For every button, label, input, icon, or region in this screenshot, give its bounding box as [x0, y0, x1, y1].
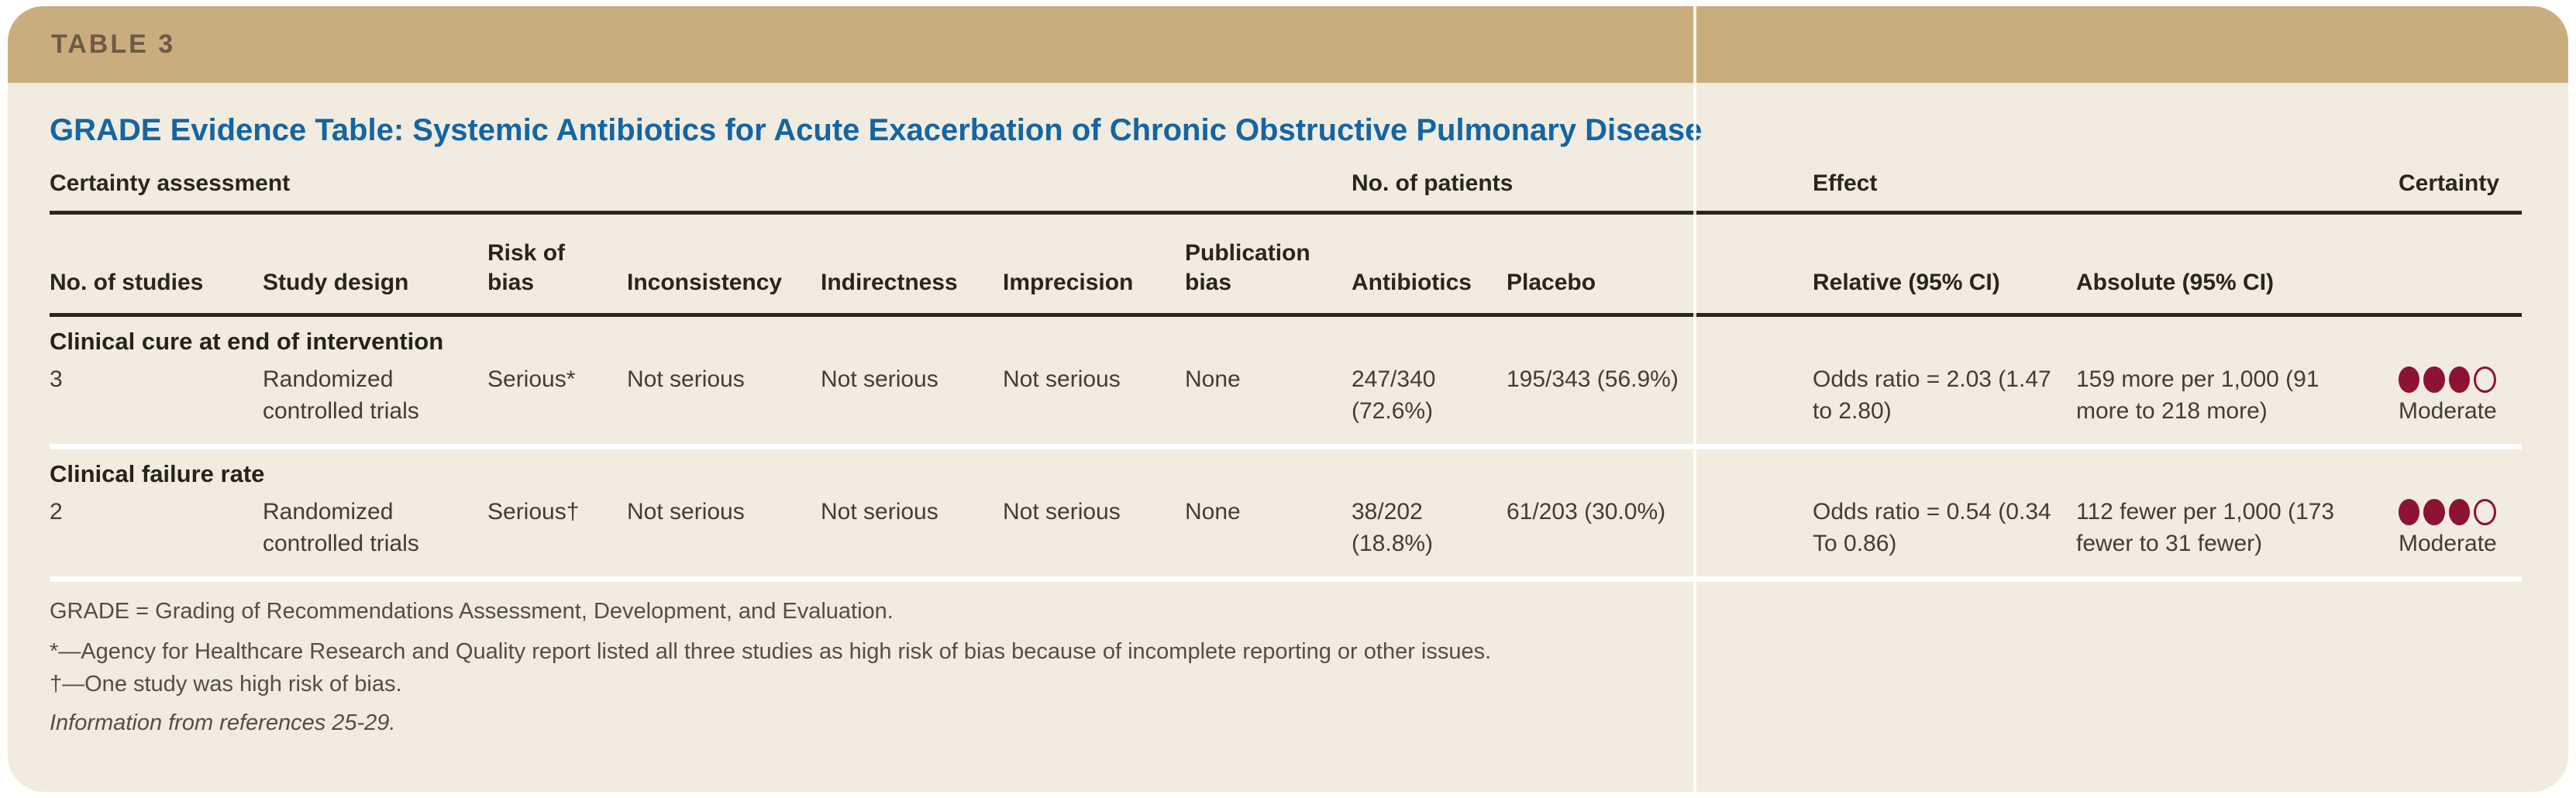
row-separator: [50, 444, 2522, 449]
footnotes: GRADE = Grading of Recommendations Asses…: [50, 582, 2526, 737]
certainty-label: Moderate: [2399, 398, 2497, 424]
cell-relative-ci: Odds ratio = 0.54 (0.34 To 0.86): [1813, 499, 2051, 556]
cell-certainty: Moderate: [2386, 496, 2522, 559]
certainty-dot-filled: [2423, 498, 2445, 525]
col-header-certainty-empty: [2386, 298, 2522, 313]
cell-certainty: Moderate: [2386, 363, 2522, 427]
footnote-asterisk: *—Agency for Healthcare Research and Qua…: [50, 639, 1492, 664]
cell-antibiotics: 247/340 (72.6%): [1352, 366, 1436, 424]
footnote-abbreviation: GRADE = Grading of Recommendations Asses…: [50, 599, 894, 624]
cell-no-of-studies: 3: [50, 366, 63, 392]
cell-publication-bias: None: [1185, 499, 1241, 525]
col-header-placebo: Placebo: [1507, 270, 1596, 295]
table-number-label: TABLE 3: [51, 29, 176, 59]
certainty-label: Moderate: [2399, 531, 2497, 556]
table-banner: TABLE 3: [8, 6, 2568, 83]
table-title: GRADE Evidence Table: Systemic Antibioti…: [50, 113, 1703, 147]
cell-indirectness: Not serious: [821, 366, 938, 392]
col-header-antibiotics: Antibiotics: [1352, 270, 1472, 295]
cell-antibiotics: 38/202 (18.8%): [1352, 499, 1434, 556]
horizontal-rule-top: [50, 211, 2522, 215]
group-header-certainty: Certainty: [2399, 170, 2500, 196]
cell-study-design: Randomized controlled trials: [263, 366, 419, 424]
certainty-dot-filled: [2399, 498, 2420, 525]
table-content: GRADE Evidence Table: Systemic Antibioti…: [8, 112, 2568, 737]
cell-relative-ci: Odds ratio = 2.03 (1.47 to 2.80): [1813, 366, 2051, 424]
footnote-source: Information from references 25-29.: [50, 710, 396, 735]
cell-inconsistency: Not serious: [627, 499, 745, 525]
group-header-certainty-assessment: Certainty assessment: [50, 170, 291, 196]
cell-risk-of-bias: Serious†: [487, 499, 580, 525]
cell-imprecision: Not serious: [1003, 499, 1121, 525]
table-row: 2 Randomized controlled trials Serious† …: [50, 494, 2522, 572]
col-header-relative-ci: Relative (95% CI): [1813, 270, 2000, 295]
certainty-dot-open: [2474, 498, 2497, 525]
col-header-study-design: Study design: [263, 270, 409, 295]
cell-placebo: 61/203 (30.0%): [1507, 499, 1666, 525]
section-label-clinical-cure: Clinical cure at end of intervention: [50, 328, 444, 355]
cell-inconsistency: Not serious: [627, 366, 745, 392]
cell-risk-of-bias: Serious*: [487, 366, 576, 392]
row-separator: [50, 576, 2522, 582]
certainty-dot-filled: [2399, 366, 2420, 393]
table-row: 3 Randomized controlled trials Serious* …: [50, 362, 2522, 439]
table-card: TABLE 3 GRADE Evidence Table: Systemic A…: [8, 6, 2568, 792]
column-gutter-line: [1693, 6, 1696, 792]
cell-imprecision: Not serious: [1003, 366, 1121, 392]
cell-placebo: 195/343 (56.9%): [1507, 366, 1679, 392]
cell-publication-bias: None: [1185, 366, 1241, 392]
cell-absolute-ci: 159 more per 1,000 (91 more to 218 more): [2076, 366, 2319, 424]
group-header-effect: Effect: [1813, 170, 1878, 196]
group-header-row: Certainty assessment No. of patients Eff…: [50, 149, 2522, 211]
certainty-dot-filled: [2423, 366, 2445, 393]
horizontal-rule-header: [50, 313, 2522, 317]
footnote-dagger: †—One study was high risk of bias.: [50, 672, 402, 697]
cell-absolute-ci: 112 fewer per 1,000 (173 fewer to 31 few…: [2076, 499, 2335, 556]
cell-study-design: Randomized controlled trials: [263, 499, 419, 556]
certainty-dot-filled: [2448, 366, 2471, 393]
column-header-row: No. of studies Study design Risk of bias…: [50, 215, 2522, 313]
col-header-publication-bias: Publication bias: [1185, 240, 1310, 295]
col-header-inconsistency: Inconsistency: [627, 270, 783, 295]
certainty-dot-filled: [2448, 498, 2471, 525]
certainty-dots-icon: [2399, 496, 2500, 528]
col-header-imprecision: Imprecision: [1003, 270, 1134, 295]
section-label-clinical-failure: Clinical failure rate: [50, 460, 265, 487]
certainty-dot-open: [2474, 366, 2497, 393]
col-header-risk-of-bias: Risk of bias: [487, 240, 566, 295]
col-header-absolute-ci: Absolute (95% CI): [2076, 270, 2275, 295]
col-header-indirectness: Indirectness: [821, 270, 958, 295]
cell-indirectness: Not serious: [821, 499, 938, 525]
col-header-no-of-studies: No. of studies: [50, 270, 204, 295]
group-header-no-of-patients: No. of patients: [1352, 170, 1514, 196]
cell-no-of-studies: 2: [50, 499, 63, 525]
certainty-dots-icon: [2399, 363, 2500, 395]
